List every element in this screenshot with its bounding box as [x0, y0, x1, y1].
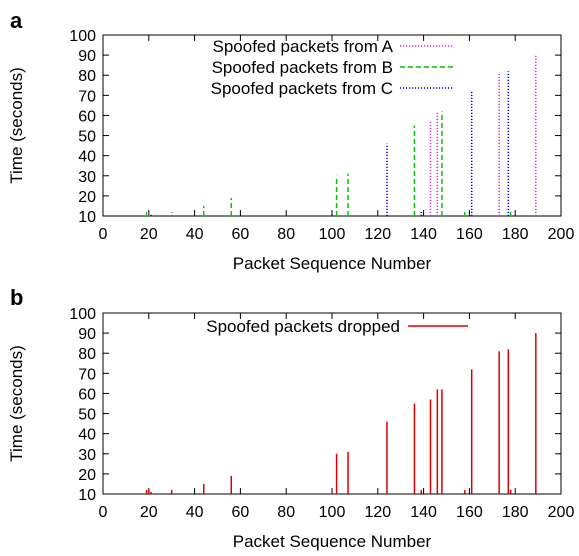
x-tick-label: 100: [319, 226, 346, 243]
x-tick-label: 0: [99, 226, 108, 243]
x-tick-label: 160: [456, 226, 483, 243]
y-tick-label: 40: [78, 427, 96, 444]
y-tick-label: 10: [78, 209, 96, 226]
x-tick-label: 20: [140, 504, 158, 521]
panel-letter: b: [10, 285, 23, 310]
x-tick-label: 40: [186, 226, 204, 243]
y-tick-label: 30: [78, 447, 96, 464]
legend-label: Spoofed packets from C: [211, 79, 393, 98]
y-axis-title: Time (seconds): [7, 345, 26, 462]
y-tick-label: 70: [78, 88, 96, 105]
x-tick-label: 20: [140, 226, 158, 243]
y-tick-label: 70: [78, 366, 96, 383]
x-tick-label: 60: [232, 504, 250, 521]
y-tick-label: 50: [78, 129, 96, 146]
x-tick-label: 180: [502, 226, 529, 243]
x-tick-label: 80: [277, 226, 295, 243]
plot-frame: [102, 312, 562, 495]
x-tick-label: 160: [456, 504, 483, 521]
x-tick-label: 80: [277, 504, 295, 521]
x-tick-label: 0: [99, 504, 108, 521]
y-tick-label: 30: [78, 169, 96, 186]
x-tick-label: 60: [232, 226, 250, 243]
x-axis-title: Packet Sequence Number: [233, 254, 432, 273]
y-tick-label: 20: [78, 467, 96, 484]
y-tick-label: 90: [78, 48, 96, 65]
y-tick-label: 40: [78, 149, 96, 166]
y-tick-label: 10: [78, 487, 96, 504]
x-axis-title: Packet Sequence Number: [233, 532, 432, 551]
x-tick-label: 40: [186, 504, 204, 521]
y-tick-label: 20: [78, 189, 96, 206]
y-tick-label: 90: [78, 326, 96, 343]
legend-label: Spoofed packets dropped: [206, 317, 400, 336]
y-tick-label: 80: [78, 68, 96, 85]
chart-panel-a: a 0 20 40 60 80 100 120 140 160 180 200 10 20 30 40 50 60…: [7, 8, 574, 273]
legend-label: Spoofed packets from A: [213, 37, 394, 56]
x-tick-label: 120: [364, 504, 391, 521]
panel-letter: a: [10, 8, 23, 33]
y-tick-label: 60: [78, 108, 96, 125]
y-tick-label: 60: [78, 386, 96, 403]
y-tick-label: 100: [69, 28, 96, 45]
y-tick-label: 50: [78, 407, 96, 424]
y-axis-title: Time (seconds): [7, 67, 26, 184]
chart-panel-b: b 0 20 40 60 80 100 120 140 160 180 200 10 20 30 40 50 60…: [7, 285, 574, 551]
y-tick-label: 100: [69, 306, 96, 323]
x-tick-label: 140: [410, 226, 437, 243]
x-tick-label: 200: [548, 226, 575, 243]
legend-label: Spoofed packets from B: [212, 58, 393, 77]
y-tick-label: 80: [78, 346, 96, 363]
x-tick-label: 100: [319, 504, 346, 521]
x-tick-label: 200: [548, 504, 575, 521]
x-tick-label: 120: [364, 226, 391, 243]
x-tick-label: 140: [410, 504, 437, 521]
x-tick-label: 180: [502, 504, 529, 521]
